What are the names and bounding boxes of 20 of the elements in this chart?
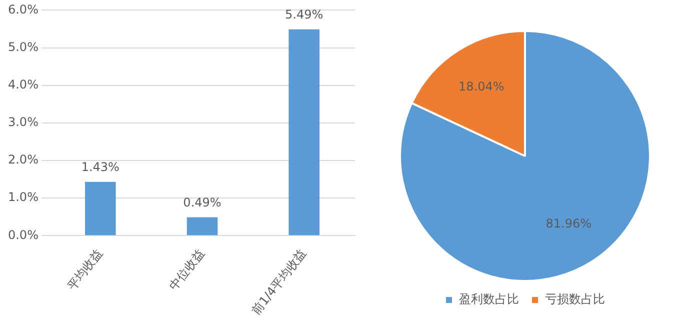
bar — [186, 217, 218, 236]
y-tick-label: 3.0% — [8, 115, 38, 130]
x-tick-label: 中位收益 — [166, 246, 208, 293]
data-label: 5.49% — [285, 7, 324, 22]
x-tick-label: 平均收益 — [64, 246, 106, 293]
x-tick-label: 前1/4平均收益 — [249, 246, 309, 318]
data-label: 0.49% — [183, 195, 222, 210]
bar — [85, 182, 116, 236]
bar — [288, 29, 320, 236]
data-label: 81.96% — [546, 216, 592, 231]
data-label: 18.04% — [458, 80, 504, 94]
legend-label: 亏损数占比 — [545, 292, 605, 306]
y-tick-label: 4.0% — [8, 77, 38, 92]
y-tick-label: 5.0% — [8, 40, 38, 54]
y-tick-label: 0.0% — [8, 228, 38, 242]
y-tick-label: 2.0% — [8, 152, 38, 167]
data-label: 1.43% — [81, 160, 120, 174]
legend-label: 盈利数占比 — [459, 292, 519, 306]
y-tick-label: 1.0% — [8, 190, 38, 204]
y-tick-label: 6.0% — [8, 2, 38, 16]
